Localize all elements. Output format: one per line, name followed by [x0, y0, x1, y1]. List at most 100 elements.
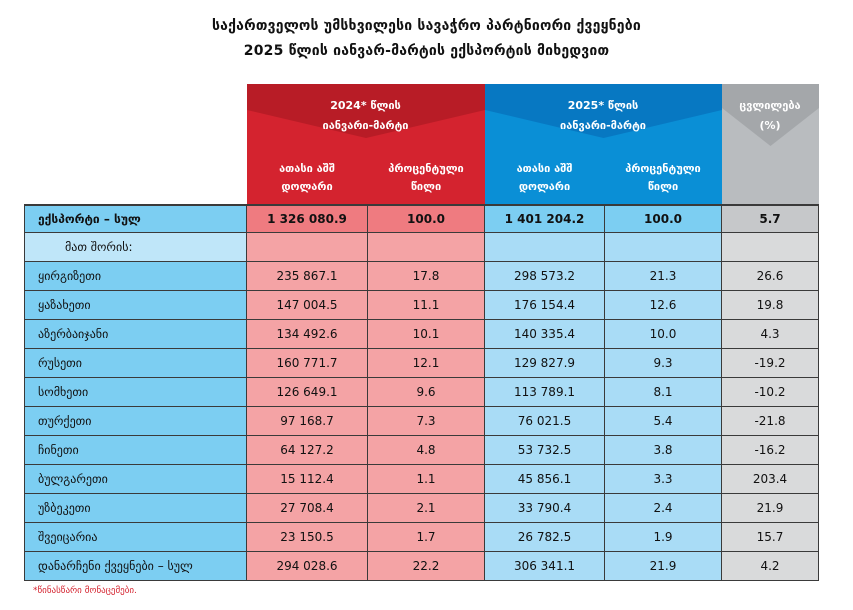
row-name: ყაზახეთი [24, 290, 247, 320]
including-row: მათ შორის: [24, 232, 819, 262]
share-2024: 100.0 [367, 204, 485, 233]
share-2025: 1.9 [604, 522, 722, 552]
table-row: სომხეთი 126 649.1 9.6 113 789.1 8.1 -10.2 [24, 377, 819, 407]
total-row: ექსპორტი – სულ 1 326 080.9 100.0 1 401 2… [24, 204, 819, 233]
value-2025: 26 782.5 [484, 522, 605, 552]
table-row: ჩინეთი 64 127.2 4.8 53 732.5 3.8 -16.2 [24, 435, 819, 465]
change-percent: 5.7 [721, 204, 819, 233]
table-row: რუსეთი 160 771.7 12.1 129 827.9 9.3 -19.2 [24, 348, 819, 378]
including-label: მათ შორის: [24, 232, 247, 262]
value-2024: 160 771.7 [246, 348, 368, 378]
share-2025: 12.6 [604, 290, 722, 320]
share-2025: 3.8 [604, 435, 722, 465]
value-2024: 134 492.6 [246, 319, 368, 349]
header-2025-band: 2025* წლის იანვარი-მარტი [484, 84, 722, 152]
share-2024: 1.1 [367, 464, 485, 494]
value-2024: 15 112.4 [246, 464, 368, 494]
value-2025: 45 856.1 [484, 464, 605, 494]
row-name: აზერბაიჯანი [24, 319, 247, 349]
share-2024: 11.1 [367, 290, 485, 320]
share-2025: 10.0 [604, 319, 722, 349]
value-2024: 23 150.5 [246, 522, 368, 552]
footnote: *წინასწარი მონაცემები. [33, 586, 137, 596]
change-percent: -19.2 [721, 348, 819, 378]
value-2025: 140 335.4 [484, 319, 605, 349]
share-2025: 5.4 [604, 406, 722, 436]
value-2025: 113 789.1 [484, 377, 605, 407]
chevron-shape-icon [721, 84, 819, 146]
row-name: სომხეთი [24, 377, 247, 407]
row-name: ყირგიზეთი [24, 261, 247, 291]
table-row: ბულგარეთი 15 112.4 1.1 45 856.1 3.3 203.4 [24, 464, 819, 494]
chevron-shape-icon [484, 84, 722, 138]
header-2024-year: 2024* წლის [330, 99, 401, 112]
row-name: თურქეთი [24, 406, 247, 436]
row-name: ჩინეთი [24, 435, 247, 465]
share-2024: 1.7 [367, 522, 485, 552]
change-percent: -21.8 [721, 406, 819, 436]
header-2024-band: 2024* წლის იანვარი-მარტი [246, 84, 485, 152]
header-2025-value: ათასი აშშ დოლარი [484, 152, 605, 205]
table-row: შვეიცარია 23 150.5 1.7 26 782.5 1.9 15.7 [24, 522, 819, 552]
table-row: ყაზახეთი 147 004.5 11.1 176 154.4 12.6 19.8 [24, 290, 819, 320]
value-2025: 176 154.4 [484, 290, 605, 320]
change-percent: 4.2 [721, 551, 819, 581]
share-2024: 12.1 [367, 348, 485, 378]
value-2025: 306 341.1 [484, 551, 605, 581]
share-2024: 2.1 [367, 493, 485, 523]
value-2025: 33 790.4 [484, 493, 605, 523]
change-percent: 21.9 [721, 493, 819, 523]
export-partners-table: 2024* წლის იანვარი-მარტი 2025* წლის იანვ… [24, 84, 819, 581]
share-2025: 21.9 [604, 551, 722, 581]
value-2024: 97 168.7 [246, 406, 368, 436]
value-2024: 1 326 080.9 [246, 204, 368, 233]
table-row: აზერბაიჯანი 134 492.6 10.1 140 335.4 10.0 4.3 [24, 319, 819, 349]
value-2025: 129 827.9 [484, 348, 605, 378]
chevron-shape-icon [246, 84, 485, 138]
row-name: შვეიცარია [24, 522, 247, 552]
value-2024: 126 649.1 [246, 377, 368, 407]
value-2024: 147 004.5 [246, 290, 368, 320]
value-2025: 1 401 204.2 [484, 204, 605, 233]
share-2024: 9.6 [367, 377, 485, 407]
change-percent: -16.2 [721, 435, 819, 465]
table-row: თურქეთი 97 168.7 7.3 76 021.5 5.4 -21.8 [24, 406, 819, 436]
change-percent: 15.7 [721, 522, 819, 552]
change-percent: 19.8 [721, 290, 819, 320]
share-2024: 10.1 [367, 319, 485, 349]
header-change: ცვლილება (%) [721, 84, 819, 205]
header-change-line1: ცვლილება [739, 99, 801, 112]
page-title: საქართველოს უმსხვილესი სავაჭრო პარტნიორი… [212, 18, 641, 34]
change-percent: -10.2 [721, 377, 819, 407]
header-change-line2: (%) [759, 119, 781, 132]
change-percent: 26.6 [721, 261, 819, 291]
row-name: უზბეკეთი [24, 493, 247, 523]
change-percent: 203.4 [721, 464, 819, 494]
header-2024-period: იანვარი-მარტი [322, 119, 409, 132]
header-2025-share: პროცენტული წილი [604, 152, 722, 205]
value-2025: 53 732.5 [484, 435, 605, 465]
share-2024: 22.2 [367, 551, 485, 581]
row-name: დანარჩენი ქვეყნები – სულ [24, 551, 247, 581]
value-2025: 298 573.2 [484, 261, 605, 291]
header-blank [24, 84, 247, 205]
share-2025: 3.3 [604, 464, 722, 494]
value-2024: 235 867.1 [246, 261, 368, 291]
row-name: ექსპორტი – სულ [24, 204, 247, 233]
header-2025-year: 2025* წლის [567, 99, 639, 112]
share-2025: 9.3 [604, 348, 722, 378]
row-name: ბულგარეთი [24, 464, 247, 494]
row-name: რუსეთი [24, 348, 247, 378]
table-row: დანარჩენი ქვეყნები – სულ 294 028.6 22.2 306… [24, 551, 819, 581]
share-2025: 100.0 [604, 204, 722, 233]
value-2024: 64 127.2 [246, 435, 368, 465]
value-2025: 76 021.5 [484, 406, 605, 436]
share-2024: 4.8 [367, 435, 485, 465]
header-2024-value: ათასი აშშ დოლარი [246, 152, 368, 205]
header-2025-period: იანვარი-მარტი [560, 119, 646, 132]
table-row: ყირგიზეთი 235 867.1 17.8 298 573.2 21.3 26.6 [24, 261, 819, 291]
share-2025: 8.1 [604, 377, 722, 407]
value-2024: 27 708.4 [246, 493, 368, 523]
change-percent: 4.3 [721, 319, 819, 349]
table-row: უზბეკეთი 27 708.4 2.1 33 790.4 2.4 21.9 [24, 493, 819, 523]
